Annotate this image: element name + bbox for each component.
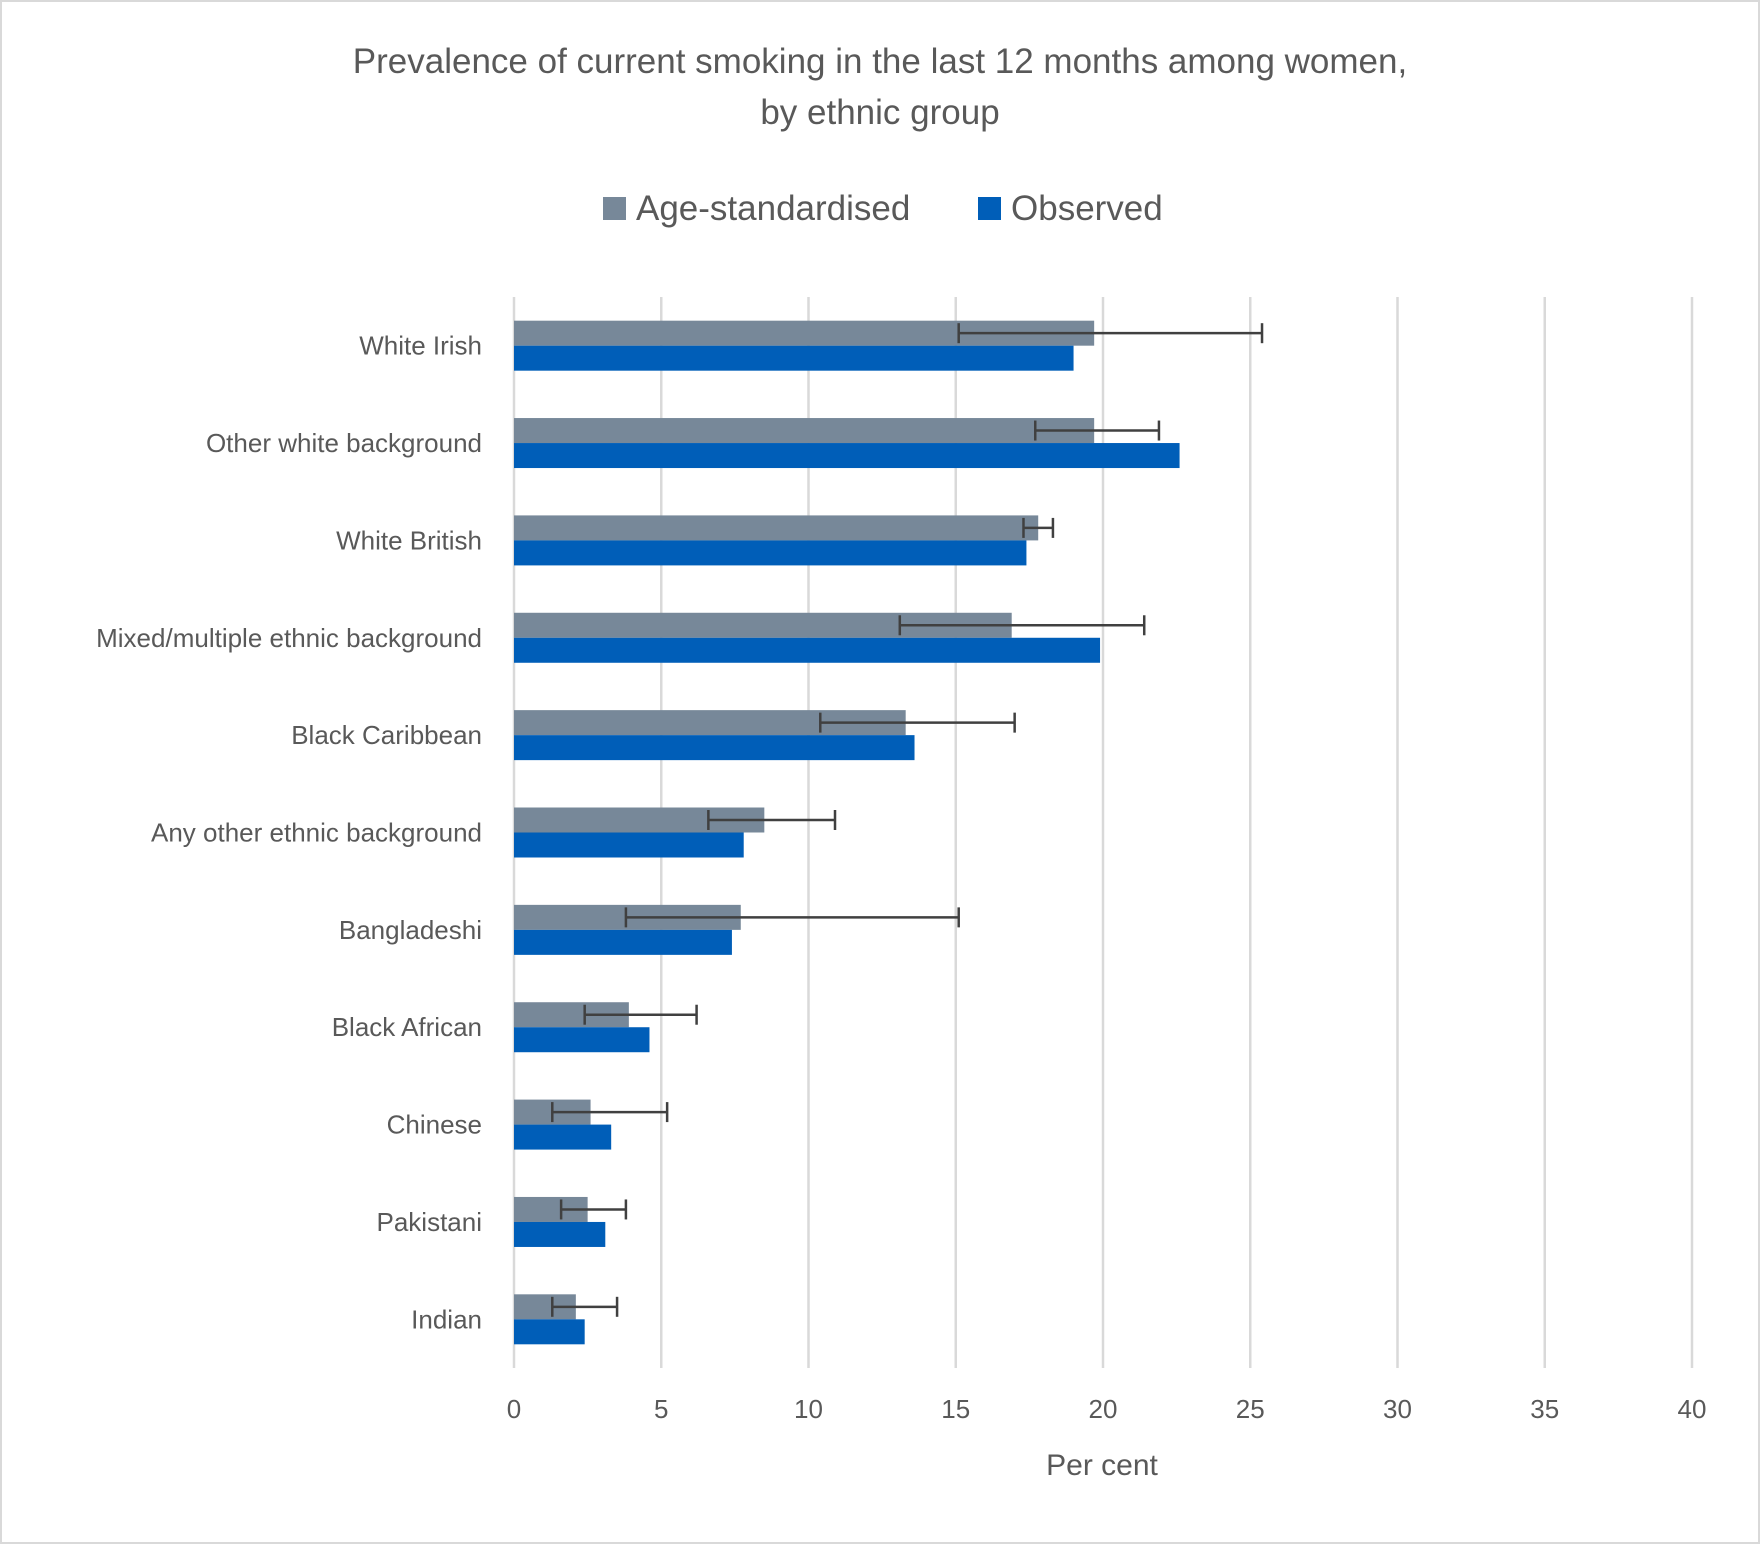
category-label-other-white-background: Other white background	[206, 428, 482, 458]
gridlines	[512, 297, 1694, 1368]
category-label-white-irish: White Irish	[359, 331, 482, 361]
legend-swatch-age-standardised	[603, 197, 626, 220]
category-label-mixed-multiple-ethnic-background: Mixed/multiple ethnic background	[96, 623, 482, 653]
category-label-bangladeshi: Bangladeshi	[339, 915, 482, 945]
legend-swatch-observed	[978, 197, 1001, 220]
x-axis-title: Per cent	[1046, 1449, 1158, 1482]
legend-label-observed: Observed	[1011, 189, 1163, 228]
bar-age-standardised-other-white-background	[514, 418, 1095, 444]
x-tick-label-5: 5	[654, 1394, 668, 1424]
error-bars	[551, 323, 1264, 1317]
bar-observed-bangladeshi	[514, 929, 732, 955]
x-tick-label-30: 30	[1383, 1394, 1412, 1424]
bar-observed-mixed-multiple-ethnic-background	[514, 637, 1101, 663]
bar-observed-any-other-ethnic-background	[514, 832, 744, 858]
bar-observed-indian	[514, 1319, 585, 1345]
category-label-black-caribbean: Black Caribbean	[291, 720, 482, 750]
category-label-chinese: Chinese	[387, 1110, 482, 1140]
legend: Age-standardised Observed	[603, 189, 1163, 228]
x-tick-label-10: 10	[794, 1394, 823, 1424]
x-tick-labels: 0 5 10 15 20 25 30 35 40	[507, 1394, 1707, 1424]
legend-label-age-standardised: Age-standardised	[636, 189, 910, 228]
x-tick-label-0: 0	[507, 1394, 521, 1424]
category-label-white-british: White British	[336, 525, 482, 555]
chart-title-line-2: by ethnic group	[760, 93, 999, 132]
category-label-any-other-ethnic-background: Any other ethnic background	[151, 818, 482, 848]
bar-age-standardised-white-british	[514, 515, 1039, 541]
chart-title-line-1: Prevalence of current smoking in the las…	[353, 42, 1407, 81]
category-label-indian: Indian	[411, 1304, 482, 1334]
x-tick-label-35: 35	[1530, 1394, 1559, 1424]
x-tick-label-25: 25	[1236, 1394, 1265, 1424]
bar-observed-white-british	[514, 540, 1027, 566]
x-tick-label-15: 15	[941, 1394, 970, 1424]
bar-observed-pakistani	[514, 1221, 606, 1247]
bar-observed-white-irish	[514, 345, 1074, 371]
x-tick-label-40: 40	[1678, 1394, 1707, 1424]
category-label-pakistani: Pakistani	[377, 1207, 483, 1237]
bar-observed-other-white-background	[514, 443, 1180, 469]
bar-observed-black-african	[514, 1027, 650, 1053]
bar-observed-black-caribbean	[514, 735, 915, 761]
bar-observed-chinese	[514, 1124, 612, 1150]
category-labels: White Irish Other white background White B…	[96, 331, 482, 1335]
category-label-black-african: Black African	[332, 1012, 482, 1042]
bars	[514, 320, 1180, 1345]
x-tick-label-20: 20	[1089, 1394, 1118, 1424]
